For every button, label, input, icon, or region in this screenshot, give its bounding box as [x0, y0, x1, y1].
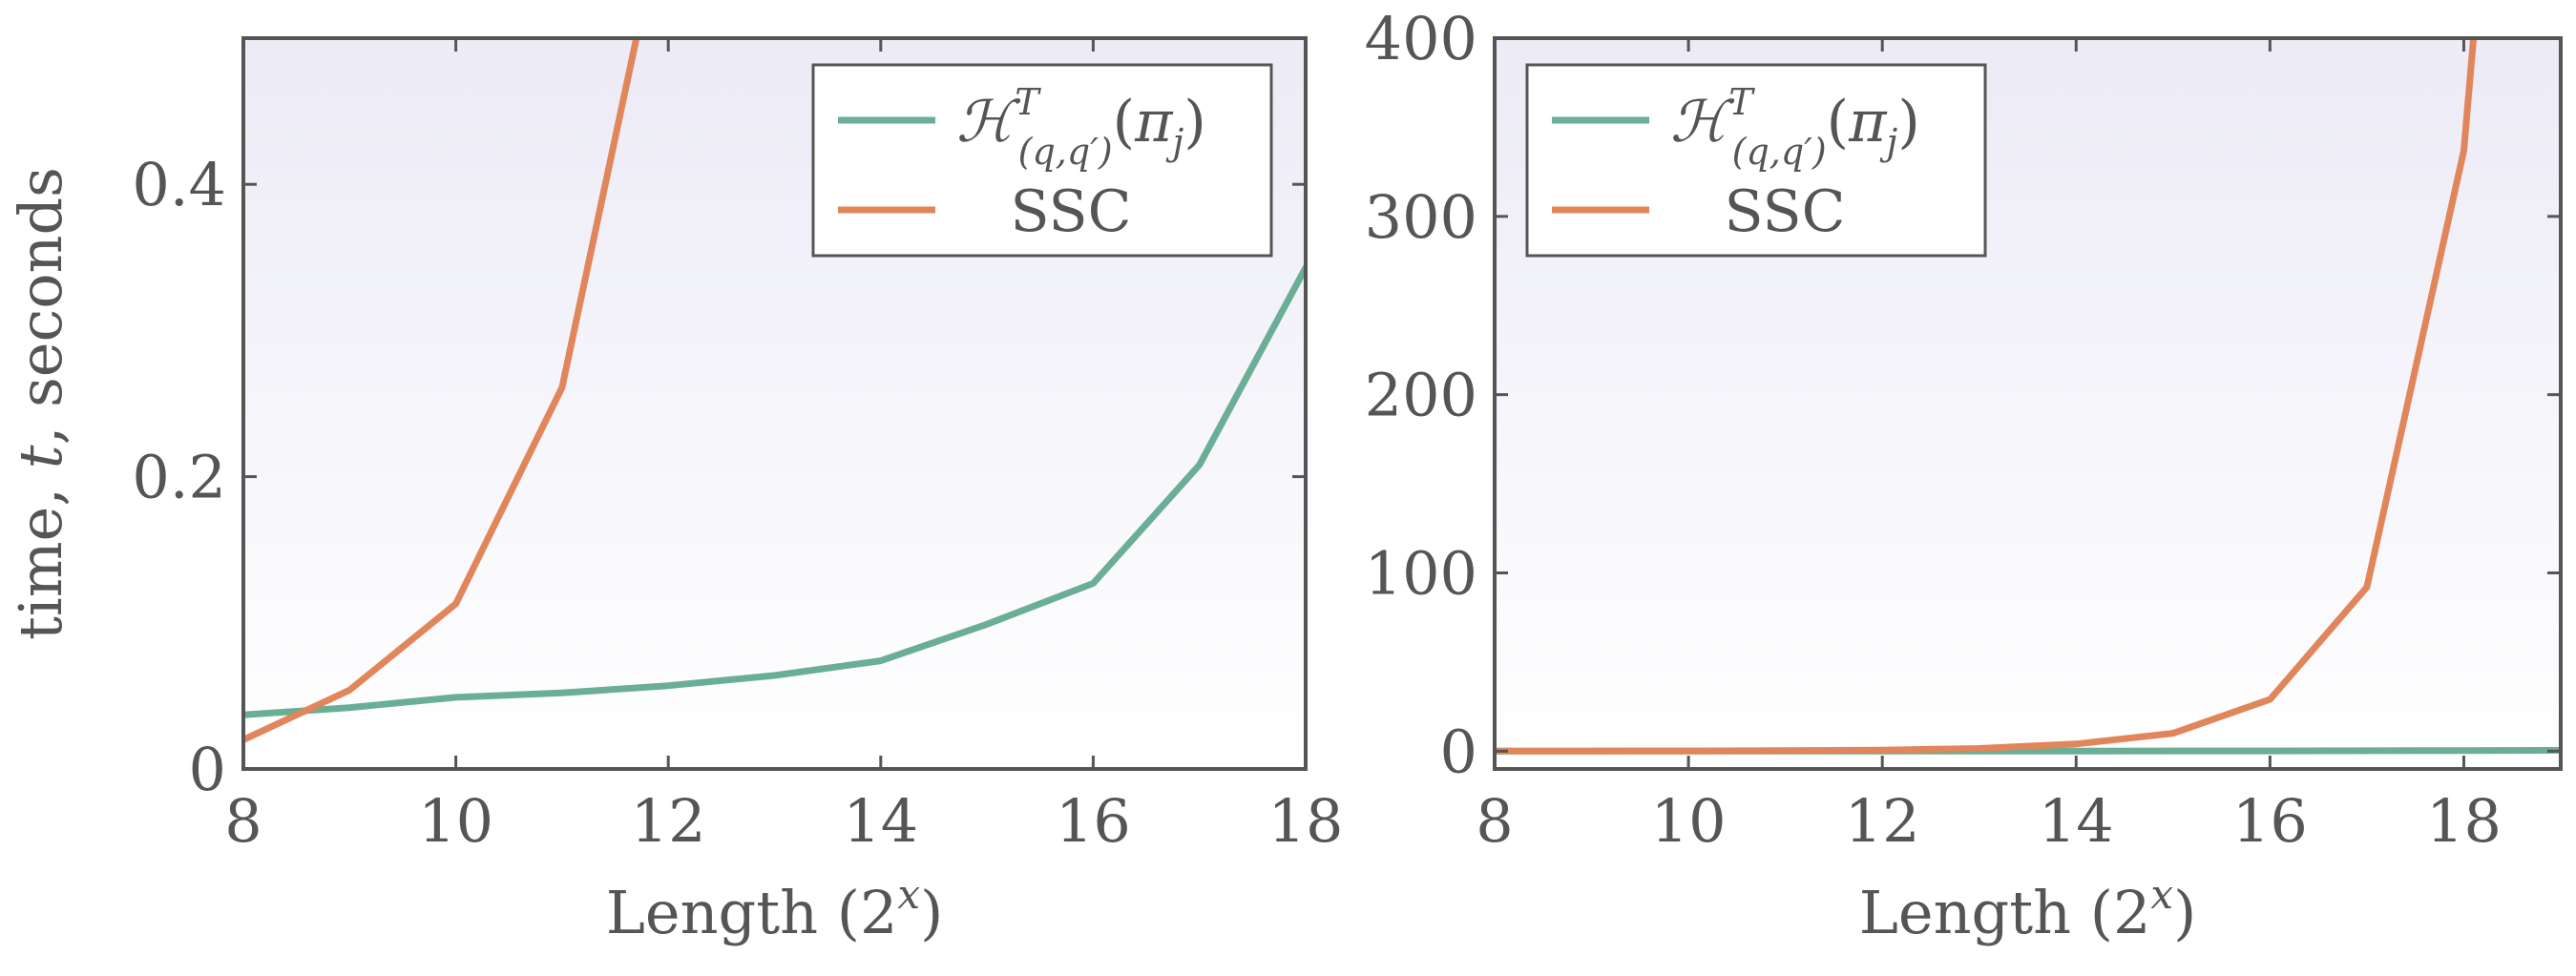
y-tick-label: 200: [1365, 361, 1477, 430]
x-tick-label: 18: [1268, 786, 1344, 856]
y-tick-label: 0.2: [132, 443, 226, 512]
left-chart: 8 10 12 14 16 18 0 0.2 0.4 Length (2x) time, t, se…: [6, 36, 1344, 947]
plot-frame: [1493, 36, 2563, 771]
x-tick-label: 14: [2039, 786, 2114, 856]
x-tick-label: 18: [2426, 786, 2502, 856]
plot-frame: [241, 36, 1308, 771]
right-chart: 8 10 12 14 16 18 0 100 200 300 400 Length (2x) ℋT (q,…: [1365, 4, 2563, 947]
y-tick-label: 0: [189, 735, 226, 804]
x-tick-label: 12: [1845, 786, 1920, 856]
y-tick-label: 0: [1440, 716, 1477, 786]
legend-label-ssc: SSC: [1010, 178, 1131, 245]
legend-box: [1525, 63, 1987, 258]
x-tick-label: 10: [1651, 786, 1727, 856]
y-tick-label: 0.4: [132, 150, 226, 219]
x-tick-label: 10: [418, 786, 493, 856]
series-line-ssc: [243, 38, 640, 743]
x-tick-label: 8: [224, 786, 262, 856]
legend-label-ssc: SSC: [1724, 178, 1845, 245]
legend-label-h: ℋT (q,q′)(πj): [956, 81, 1206, 173]
x-tick-label: 16: [1056, 786, 1131, 856]
y-axis-label: time, t, seconds: [6, 167, 75, 640]
legend: ℋT (q,q′)(πj)SSC: [811, 63, 1273, 258]
x-tick-label: 16: [2232, 786, 2308, 856]
series-line-h: [243, 264, 1306, 718]
x-axis-label: Length (2x): [1859, 871, 2197, 947]
x-tick-label: 8: [1476, 786, 1513, 856]
legend: ℋT (q,q′)(πj)SSC: [1525, 63, 1987, 258]
legend-label-h: ℋT (q,q′)(πj): [1670, 81, 1920, 173]
y-tick-label: 100: [1365, 538, 1477, 608]
x-tick-label: 12: [631, 786, 706, 856]
x-axis-label: Length (2x): [606, 871, 944, 947]
x-tick-label: 14: [843, 786, 918, 856]
y-tick-label: 400: [1365, 4, 1477, 73]
y-tick-label: 300: [1365, 182, 1477, 252]
legend-box: [811, 63, 1273, 258]
series-line-ssc: [1495, 38, 2478, 755]
